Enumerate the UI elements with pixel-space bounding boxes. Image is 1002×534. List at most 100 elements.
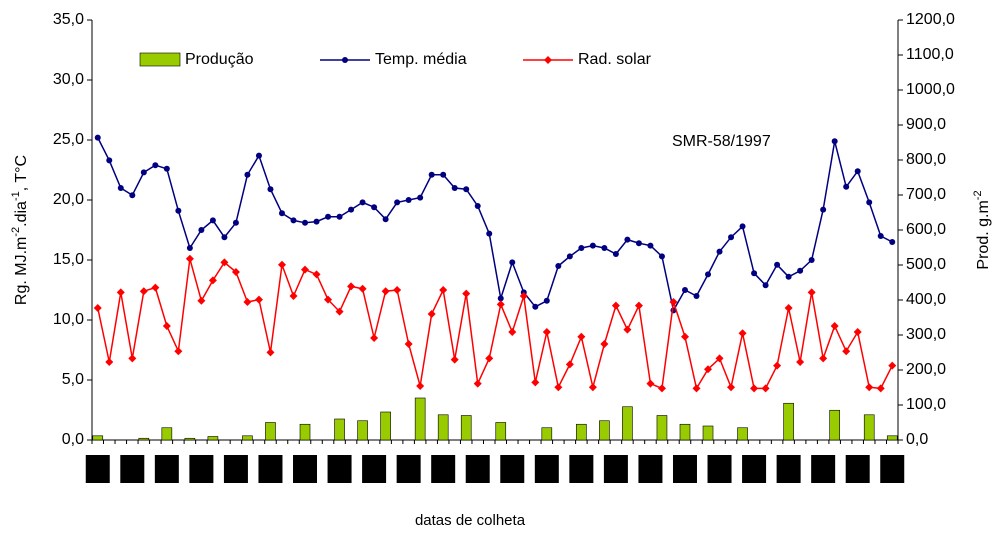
bar [242, 435, 253, 441]
marker [348, 206, 355, 213]
marker [232, 219, 239, 226]
x-label-block [811, 455, 836, 483]
marker [509, 259, 516, 266]
line [97, 137, 893, 313]
x-label-block [362, 455, 387, 483]
marker [220, 258, 229, 267]
bar [334, 418, 345, 441]
marker [393, 286, 402, 294]
bar [495, 422, 507, 441]
marker [358, 284, 367, 293]
x-label-block [534, 455, 559, 483]
bar [460, 415, 472, 441]
x-label-block [189, 455, 214, 483]
marker [807, 288, 816, 297]
marker [728, 234, 735, 241]
legend-marker [544, 56, 552, 64]
x-label-block [569, 455, 594, 483]
x-axis-label: datas de colheta [415, 512, 526, 529]
bar [138, 437, 150, 441]
y2-axis-label: Prod. g.m-2 [972, 190, 992, 269]
marker [152, 162, 159, 169]
x-label-block [776, 455, 801, 483]
marker [865, 383, 874, 392]
marker [635, 240, 642, 247]
marker [335, 307, 344, 316]
marker [244, 171, 251, 178]
y-label-part: -1 [10, 191, 22, 201]
y-tick-label: 35,0 [53, 11, 84, 28]
marker [450, 355, 459, 364]
marker [140, 169, 147, 176]
marker [427, 310, 436, 318]
marker [634, 301, 643, 310]
marker [715, 354, 724, 363]
bar [437, 414, 449, 441]
bar [299, 423, 311, 441]
x-label-block [85, 455, 110, 483]
marker [658, 253, 665, 260]
y2-tick-label: 200,0 [906, 361, 946, 378]
marker [785, 273, 792, 280]
marker [151, 283, 160, 292]
marker [843, 183, 850, 190]
marker [278, 210, 285, 217]
marker [175, 207, 182, 214]
y2-label-part: -2 [972, 190, 984, 200]
bar [576, 423, 587, 441]
bar [161, 427, 173, 441]
marker [797, 267, 804, 274]
marker [382, 216, 389, 223]
marker [381, 287, 390, 296]
y-axis-label: Rg. MJ.m-2.dia-1, T°C [10, 155, 30, 305]
marker [611, 301, 620, 310]
marker [301, 265, 310, 274]
x-label-block [742, 455, 767, 483]
bar [357, 420, 368, 441]
marker [774, 261, 781, 268]
line [97, 258, 893, 391]
y2-tick-label: 800,0 [906, 151, 946, 168]
bar [783, 402, 794, 441]
marker [716, 248, 723, 255]
y-tick-label: 5,0 [62, 371, 84, 388]
marker [473, 379, 482, 388]
bar [599, 420, 610, 441]
marker [739, 223, 746, 230]
marker [277, 260, 286, 269]
x-label-block [672, 455, 697, 483]
marker [761, 384, 770, 393]
marker [578, 245, 585, 251]
marker [439, 286, 448, 294]
bar [863, 414, 875, 441]
marker [751, 270, 758, 277]
x-label-block [431, 455, 456, 483]
marker [877, 233, 884, 239]
y2-tick-label: 1200,0 [906, 11, 955, 28]
marker [93, 304, 102, 312]
marker [162, 322, 171, 330]
marker [116, 288, 125, 297]
marker [646, 379, 655, 388]
marker [704, 365, 713, 374]
marker [428, 171, 435, 178]
marker [440, 171, 447, 178]
x-label-block [223, 455, 248, 483]
x-label-block [258, 455, 283, 483]
marker [106, 157, 113, 164]
legend-swatch [139, 52, 181, 67]
bar [702, 425, 714, 441]
marker [532, 303, 539, 310]
marker [129, 192, 136, 199]
marker [531, 378, 540, 387]
marker [565, 360, 574, 369]
y2-tick-label: 300,0 [906, 326, 946, 343]
marker [347, 282, 356, 291]
y-tick-label: 15,0 [53, 251, 84, 268]
marker [336, 213, 343, 220]
marker [808, 257, 815, 263]
marker [404, 340, 413, 348]
marker [738, 329, 747, 338]
x-label-block [327, 455, 352, 483]
bar [541, 427, 553, 441]
